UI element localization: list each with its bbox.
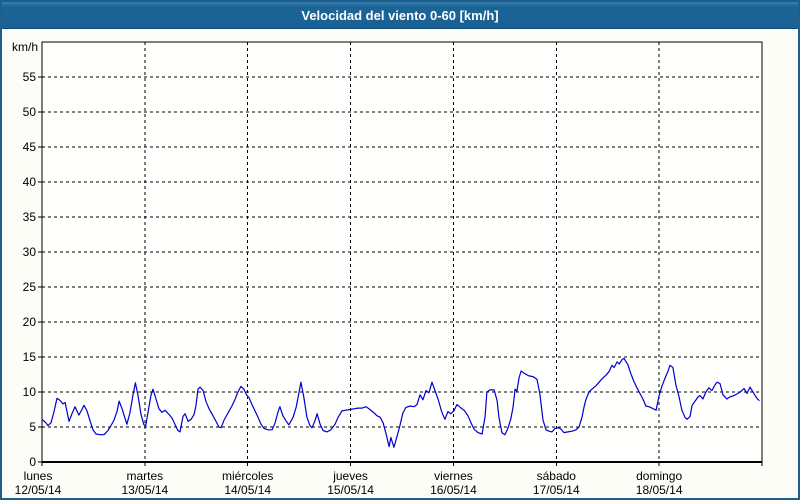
day-name-label: domingo <box>636 469 683 483</box>
day-date-label: 17/05/14 <box>532 483 580 497</box>
day-date-label: 14/05/14 <box>224 483 272 497</box>
y-tick-label: 55 <box>22 70 36 84</box>
y-tick-label: 25 <box>22 280 36 294</box>
y-tick-label: 40 <box>22 175 36 189</box>
y-tick-label: 0 <box>29 455 36 469</box>
x-day-label: domingo 18/05/14 <box>636 469 683 497</box>
chart-title: Velocidad del viento 0-60 [km/h] <box>301 7 499 23</box>
day-name-label: lunes <box>23 469 53 483</box>
day-date-label: 18/05/14 <box>635 483 683 497</box>
y-tick-label: 30 <box>22 245 36 259</box>
y-axis-unit-label: km/h <box>11 40 38 54</box>
y-tick-label: 50 <box>22 105 36 119</box>
day-name-label: viernes <box>434 469 473 483</box>
day-name-label: martes <box>126 469 164 483</box>
y-tick-label: 10 <box>22 385 36 399</box>
x-day-label: sábado 17/05/14 <box>533 469 580 497</box>
x-day-label: martes 13/05/14 <box>121 469 168 497</box>
x-day-label: lunes 12/05/14 <box>15 469 62 497</box>
day-date-label: 12/05/14 <box>14 483 62 497</box>
day-date-label: 15/05/14 <box>327 483 374 497</box>
title-bar: Velocidad del viento 0-60 [km/h] <box>2 2 798 29</box>
x-day-label: miércoles 14/05/14 <box>222 469 273 497</box>
day-date-label: 13/05/14 <box>121 483 169 497</box>
wind-speed-series-line <box>41 357 760 448</box>
x-day-label: viernes 16/05/14 <box>430 469 477 497</box>
y-tick-label: 15 <box>22 350 36 364</box>
day-date-label: 16/05/14 <box>430 483 477 497</box>
day-name-label: sábado <box>536 469 576 483</box>
y-tick-label: 35 <box>22 210 36 224</box>
x-day-label: jueves 15/05/14 <box>327 469 374 497</box>
y-tick-label: 20 <box>22 315 36 329</box>
day-name-label: jueves <box>333 469 368 483</box>
y-tick-label: 5 <box>29 420 36 434</box>
y-tick-label: 45 <box>22 140 36 154</box>
day-name-label: miércoles <box>222 469 274 483</box>
